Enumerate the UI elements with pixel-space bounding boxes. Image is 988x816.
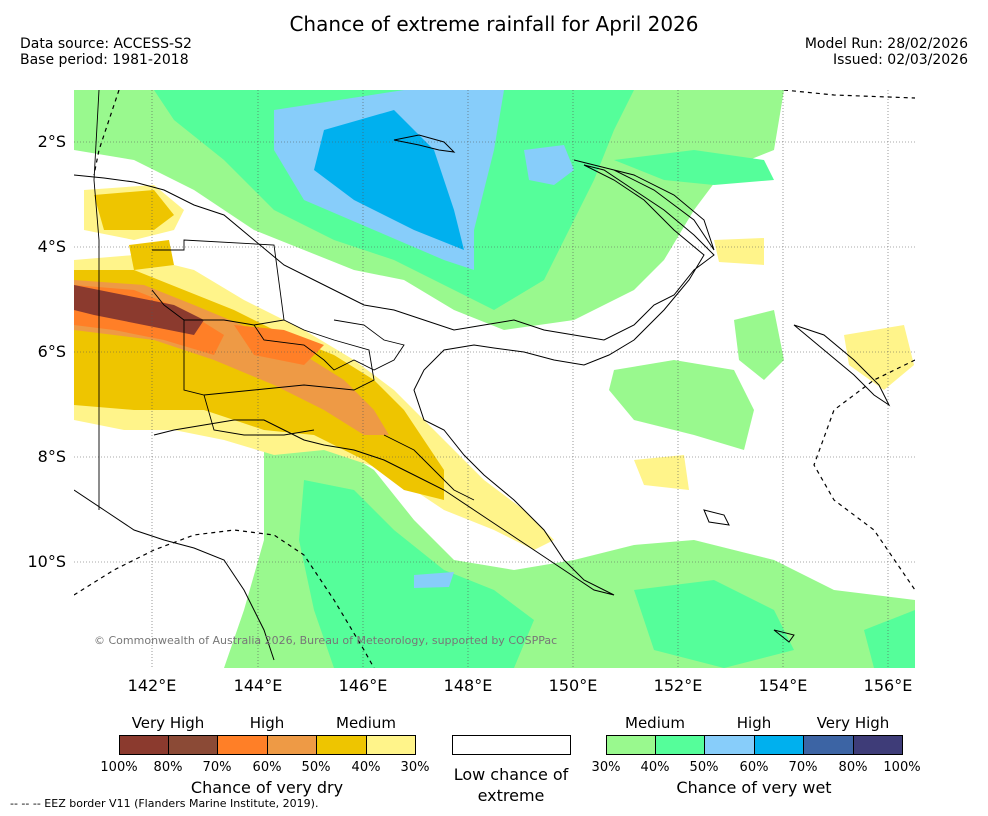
- lon-label-150e: 150°E: [548, 676, 598, 695]
- model-run-line: Model Run: 28/02/2026: [804, 36, 968, 52]
- lon-label-156e: 156°E: [863, 676, 913, 695]
- eez-borders: [74, 90, 915, 668]
- dry-tick: 40%: [351, 760, 381, 775]
- copyright-text: © Commonwealth of Australia 2026, Bureau…: [94, 634, 558, 647]
- data-source-line: Data source: ACCESS-S2: [20, 36, 192, 52]
- dry-heading-very-high: Very High: [131, 714, 205, 732]
- lat-label-6s: 6°S: [37, 342, 66, 361]
- dry-swatch-100-80: [119, 735, 169, 755]
- wet-heading-very-high: Very High: [816, 714, 890, 732]
- dry-swatch-50-40: [316, 735, 367, 755]
- dry-swatch-40-30: [366, 735, 416, 755]
- dry-tick: 100%: [100, 760, 138, 775]
- wet-shading: [74, 90, 915, 668]
- wet-swatch-70-80: [803, 735, 854, 755]
- lon-label-146e: 146°E: [338, 676, 388, 695]
- lat-label-2s: 2°S: [37, 132, 66, 151]
- eez-border-note: -- -- -- EEZ border V11 (Flanders Marine…: [10, 797, 319, 810]
- wet-tick: 50%: [689, 760, 719, 775]
- province-borders: [93, 90, 475, 510]
- dry-tick: 50%: [301, 760, 331, 775]
- model-run-info: Model Run: 28/02/2026 Issued: 02/03/2026: [805, 36, 968, 68]
- dry-swatch-60-50: [267, 735, 317, 755]
- lon-label-148e: 148°E: [443, 676, 493, 695]
- wet-heading-medium: Medium: [625, 714, 685, 732]
- wet-legend-title: Chance of very wet: [676, 778, 832, 797]
- wet-swatch-50-60: [704, 735, 755, 755]
- map-title: Chance of extreme rainfall for April 202…: [289, 12, 699, 36]
- wet-tick: 30%: [591, 760, 621, 775]
- wet-swatch-80-100: [853, 735, 903, 755]
- data-source-info: Data source: ACCESS-S2 Base period: 1981…: [20, 36, 192, 68]
- low-chance-swatch: [452, 735, 571, 755]
- map-canvas: [74, 90, 915, 668]
- wet-tick: 80%: [838, 760, 868, 775]
- issued-line: Issued: 02/03/2026: [833, 52, 968, 68]
- dry-tick: 70%: [202, 760, 232, 775]
- rainfall-map: [74, 90, 915, 668]
- wet-tick: 60%: [739, 760, 769, 775]
- lat-label-8s: 8°S: [37, 447, 66, 466]
- base-period-line: Base period: 1981-2018: [20, 52, 189, 68]
- dry-tick: 60%: [252, 760, 282, 775]
- dry-heading-high: High: [249, 714, 285, 732]
- wet-swatch-60-70: [754, 735, 804, 755]
- lon-label-154e: 154°E: [758, 676, 808, 695]
- lat-label-10s: 10°S: [27, 552, 66, 571]
- dry-tick: 80%: [153, 760, 183, 775]
- dry-swatch-70-60: [217, 735, 268, 755]
- dry-shading: [74, 185, 914, 550]
- dry-tick: 30%: [400, 760, 430, 775]
- coastlines: [74, 134, 891, 661]
- wet-heading-high: High: [736, 714, 772, 732]
- wet-tick: 70%: [788, 760, 818, 775]
- lon-label-142e: 142°E: [127, 676, 177, 695]
- lat-label-4s: 4°S: [37, 237, 66, 256]
- low-chance-label: Low chance of extreme: [453, 765, 569, 805]
- wet-tick: 100%: [883, 760, 921, 775]
- dry-legend-title: Chance of very dry: [190, 778, 344, 797]
- wet-swatch-30-40: [606, 735, 656, 755]
- dry-heading-medium: Medium: [336, 714, 396, 732]
- dry-swatch-80-70: [168, 735, 218, 755]
- lon-label-144e: 144°E: [233, 676, 283, 695]
- wet-tick: 40%: [640, 760, 670, 775]
- wet-swatch-40-50: [655, 735, 705, 755]
- lon-label-152e: 152°E: [653, 676, 703, 695]
